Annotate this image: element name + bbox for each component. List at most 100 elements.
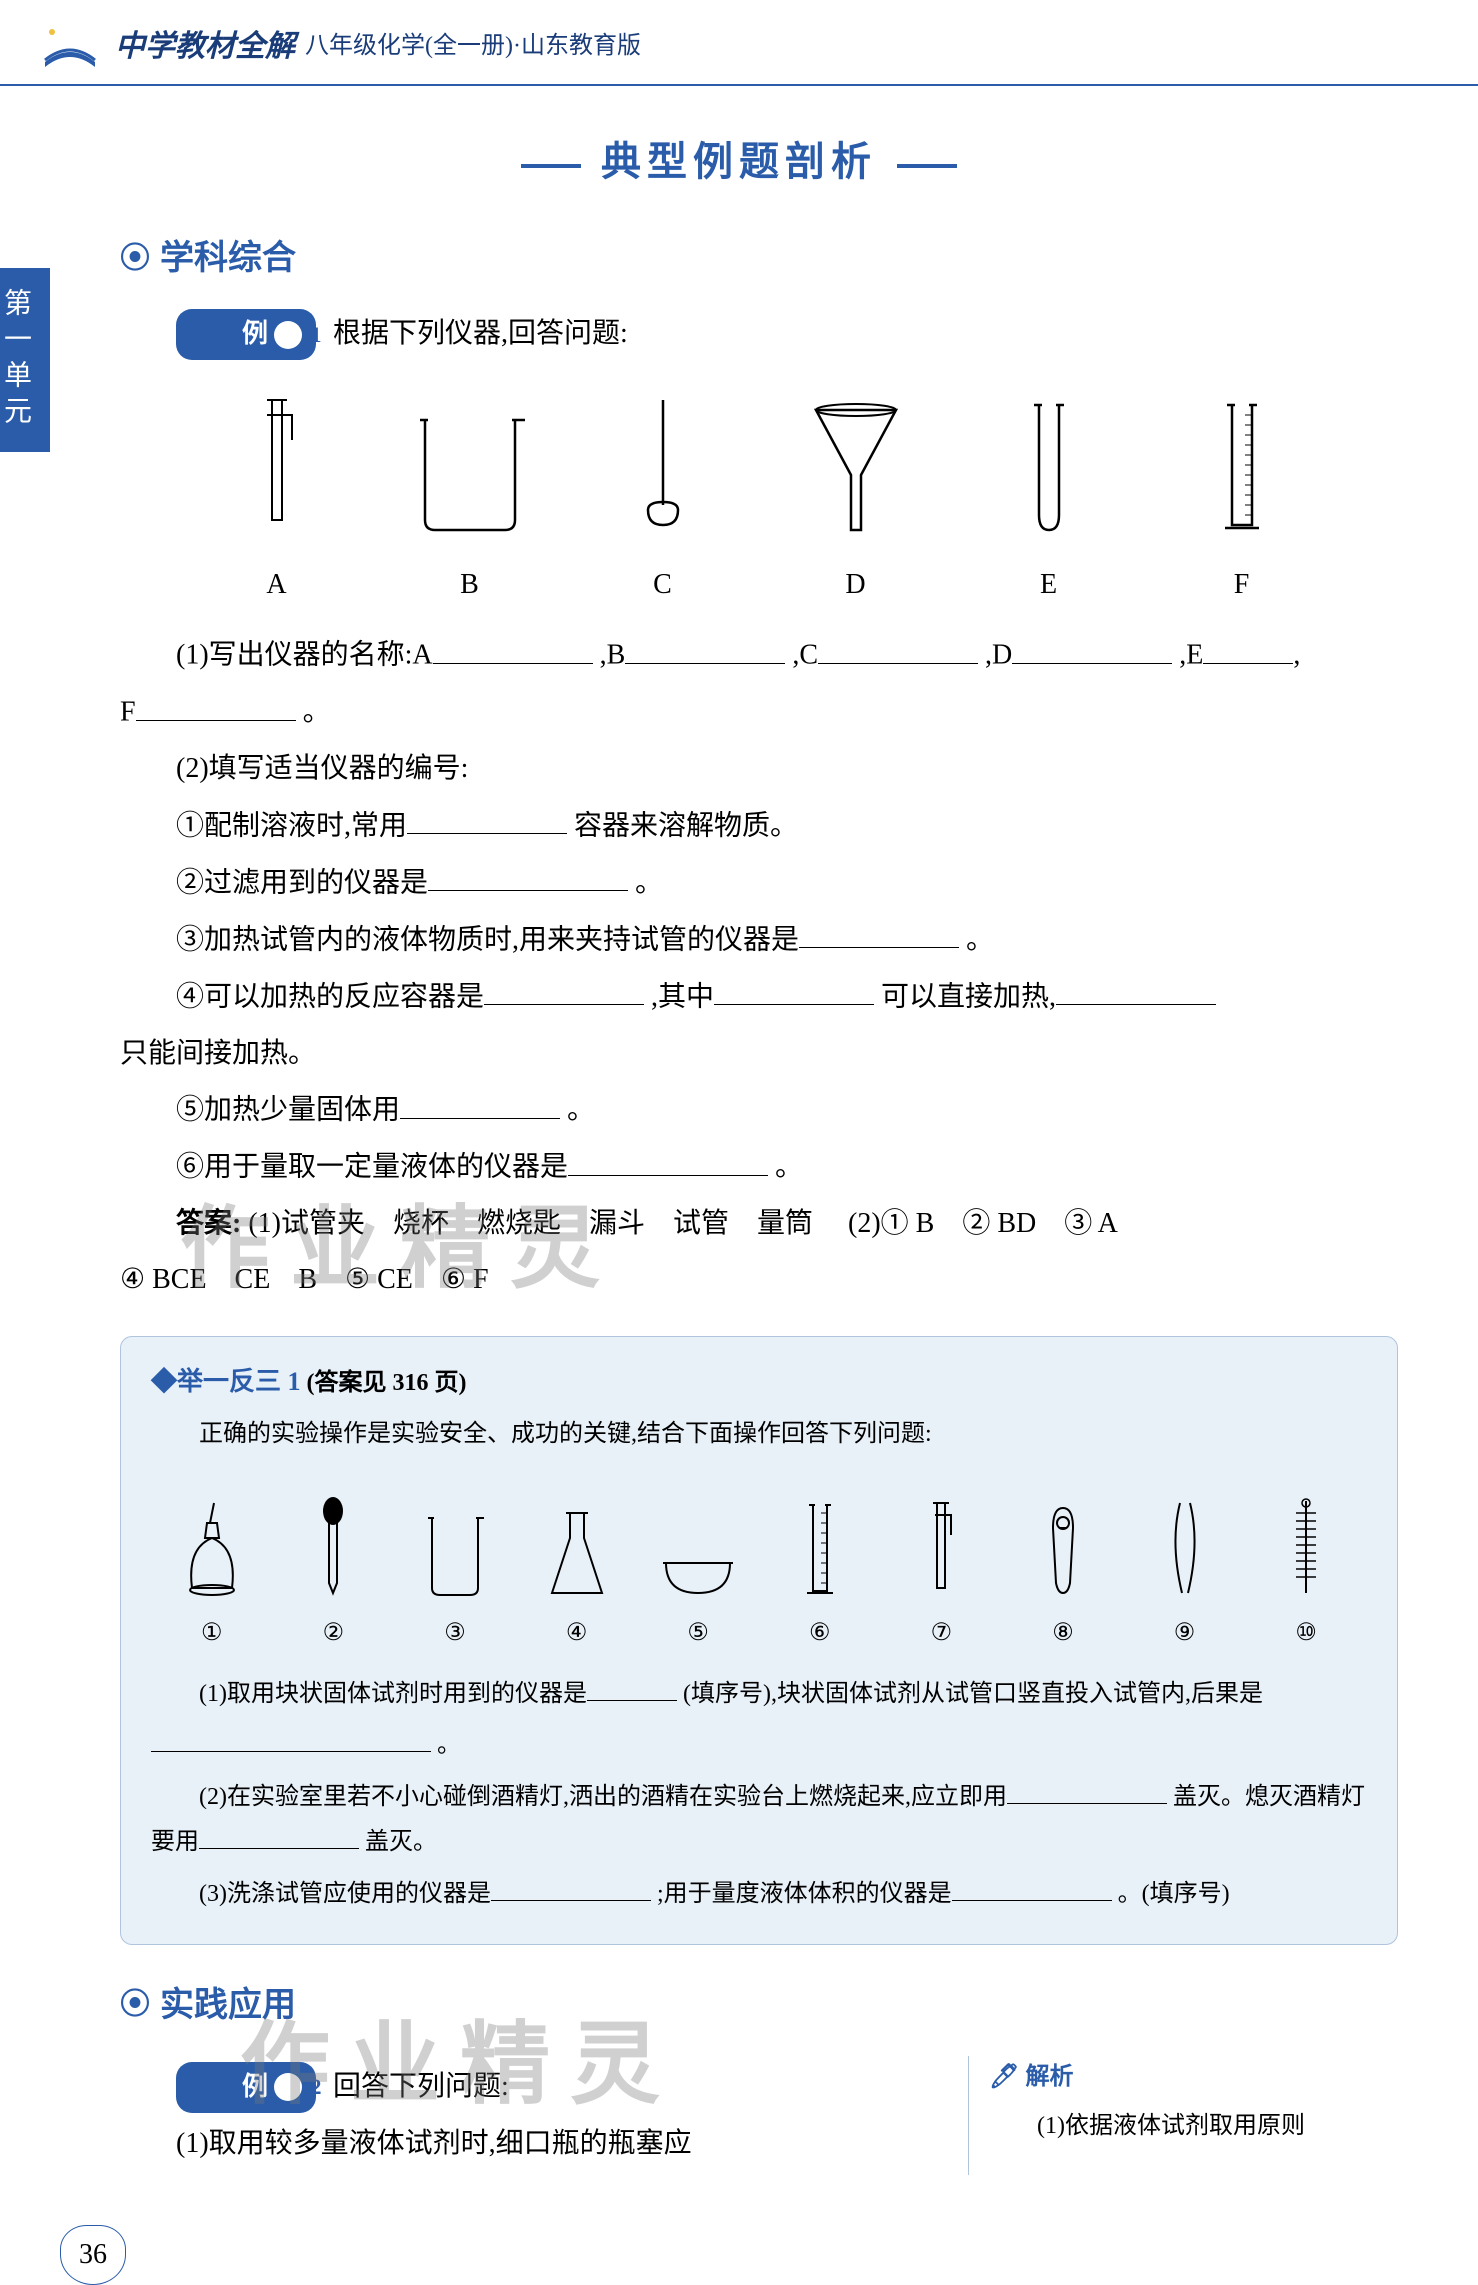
test-tube-holder-icon — [180, 380, 373, 540]
jiexi-1: (1)依据液体试剂取用原则 — [989, 2105, 1398, 2148]
apparatus-B: B — [373, 380, 566, 610]
blank — [1007, 1775, 1167, 1804]
example-2-prompt: 回答下列问题: — [333, 2071, 509, 2102]
q1-end: 。 — [303, 697, 331, 728]
pen-icon: 🖊 — [989, 2056, 1019, 2099]
graduated-cylinder-icon — [1145, 380, 1338, 540]
ex-item-8: ⑧ — [1002, 1473, 1124, 1657]
ex-label: ① — [151, 1611, 273, 1657]
ex-item-6: ⑥ — [759, 1473, 881, 1657]
ex-label: ⑤ — [637, 1611, 759, 1657]
blank — [491, 1872, 651, 1901]
q2-4a: ④可以加热的反应容器是 — [176, 981, 484, 1012]
evaporating-dish-icon — [637, 1473, 759, 1603]
funnel-icon — [759, 380, 952, 540]
ex-item-1: ① — [151, 1473, 273, 1657]
ex-label: ③ — [394, 1611, 516, 1657]
ex-item-5: ⑤ — [637, 1473, 759, 1657]
graduated-cylinder-small-icon — [759, 1473, 881, 1603]
blank — [952, 1872, 1112, 1901]
example-1-line: 例 1 根据下列仪器,回答问题: — [120, 309, 1398, 360]
q2-1a: ①配制溶液时,常用 — [176, 810, 407, 841]
q2-2a: ②过滤用到的仪器是 — [176, 867, 428, 898]
jiexi-head: 🖊 解析 — [989, 2056, 1398, 2099]
main-title: 典型例题剖析 — [0, 126, 1478, 198]
example-1-prompt: 根据下列仪器,回答问题: — [333, 318, 628, 349]
example-num: 2 — [274, 2073, 302, 2101]
ex-item-4: ④ — [516, 1473, 638, 1657]
ex-q1a: (1)取用块状固体试剂时用到的仪器是 — [199, 1681, 587, 1707]
ex-label: ⑥ — [759, 1611, 881, 1657]
blank — [433, 630, 593, 664]
apparatus-row: A B C — [180, 380, 1338, 610]
q2-5b: 。 — [567, 1095, 595, 1126]
q2-4b: ,其中 — [651, 981, 714, 1012]
sec2-q1: (1)取用较多量液体试剂时,细口瓶的瓶塞应 — [120, 2119, 938, 2169]
watermark-1: 作业精灵 — [180, 1169, 620, 1331]
alcohol-lamp-icon — [151, 1473, 273, 1603]
blank — [151, 1723, 431, 1752]
q2-1: ①配制溶液时,常用 容器来溶解物质。 — [120, 801, 1398, 852]
blank — [484, 972, 644, 1006]
forceps-icon — [1124, 1473, 1246, 1603]
crucible-tongs-icon — [1002, 1473, 1124, 1603]
answer-1: (1)试管夹 烧杯 燃烧匙 漏斗 试管 量筒 — [248, 1208, 813, 1239]
ex-label: ② — [273, 1611, 395, 1657]
ex-item-2: ② — [273, 1473, 395, 1657]
blank — [400, 1085, 560, 1119]
ex-q2a: (2)在实验室里若不小心碰倒酒精灯,洒出的酒精在实验台上燃烧起来,应立即用 — [199, 1784, 1007, 1810]
apparatus-F: F — [1145, 380, 1338, 610]
ex-q3c: 。(填序号) — [1118, 1881, 1230, 1907]
q2-6: ⑥用于量取一定量液体的仪器是 。 — [120, 1142, 1398, 1193]
q2-head: (2)填写适当仪器的编号: — [120, 744, 1398, 794]
q2-2b: 。 — [635, 867, 663, 898]
jiexi-label: 解析 — [1025, 2056, 1073, 2099]
ex-q3: (3)洗涤试管应使用的仪器是 ;用于量度液体体积的仪器是 。(填序号) — [151, 1872, 1367, 1918]
exercise-box: ◆举一反三 1 (答案见 316 页) 正确的实验操作是实验安全、成功的关键,结… — [120, 1336, 1398, 1945]
q1-prefix: (1)写出仪器的名称:A — [176, 640, 433, 671]
answer-label: 答案: — [176, 1208, 241, 1239]
answer-2: (2)① B ② BD ③ A — [848, 1208, 1118, 1239]
q2-4d: 只能间接加热。 — [120, 1029, 1398, 1079]
pin-icon: ⦿ — [120, 1978, 150, 2032]
ex-label: ⑧ — [1002, 1611, 1124, 1657]
ex-q1b: (填序号),块状固体试剂从试管口竖直投入试管内,后果是 — [683, 1681, 1263, 1707]
ex-q2c: 盖灭。 — [365, 1829, 437, 1855]
exercise-head: ◆举一反三 1 — [151, 1367, 301, 1396]
ex-item-3: ③ — [394, 1473, 516, 1657]
q1-line: (1)写出仪器的名称:A ,B ,C ,D ,E, — [120, 630, 1398, 681]
conical-flask-icon — [516, 1473, 638, 1603]
test-tube-holder-small-icon — [881, 1473, 1003, 1603]
blank — [625, 630, 785, 664]
blank — [199, 1821, 359, 1850]
apparatus-label-A: A — [180, 560, 373, 610]
apparatus-label-D: D — [759, 560, 952, 610]
q2-5: ⑤加热少量固体用 。 — [120, 1085, 1398, 1136]
apparatus-D: D — [759, 380, 952, 610]
q2-6b: 。 — [775, 1152, 803, 1183]
test-tube-icon — [952, 380, 1145, 540]
book-title: 中学教材全解 — [115, 20, 295, 74]
q2-4c: 可以直接加热, — [881, 981, 1056, 1012]
ex-q3a: (3)洗涤试管应使用的仪器是 — [199, 1881, 491, 1907]
beaker-small-icon — [394, 1473, 516, 1603]
apparatus-A: A — [180, 380, 373, 610]
q1-E: ,E — [1179, 640, 1203, 671]
blank — [1056, 972, 1216, 1006]
col-right: 🖊 解析 (1)依据液体试剂取用原则 — [968, 2056, 1398, 2175]
two-col: 例 2 回答下列问题: (1)取用较多量液体试剂时,细口瓶的瓶塞应 🖊 解析 (… — [120, 2056, 1398, 2175]
example-badge-2: 例 2 — [176, 2062, 316, 2113]
apparatus-C: C — [566, 380, 759, 610]
apparatus-label-E: E — [952, 560, 1145, 610]
q2-6a: ⑥用于量取一定量液体的仪器是 — [176, 1152, 568, 1183]
dropper-icon — [273, 1473, 395, 1603]
blank — [568, 1142, 768, 1176]
ex-label: ④ — [516, 1611, 638, 1657]
q1-C: ,C — [792, 640, 818, 671]
apparatus-label-B: B — [373, 560, 566, 610]
book-subtitle: 八年级化学(全一册)·山东教育版 — [305, 25, 641, 68]
side-tab: 第一单元 — [0, 268, 50, 452]
answer-line-2: ④ BCE CE B ⑤ CE ⑥ F — [120, 1255, 1398, 1305]
exercise-intro: 正确的实验操作是实验安全、成功的关键,结合下面操作回答下列问题: — [151, 1412, 1367, 1458]
answer-ref: (答案见 316 页) — [307, 1370, 467, 1396]
